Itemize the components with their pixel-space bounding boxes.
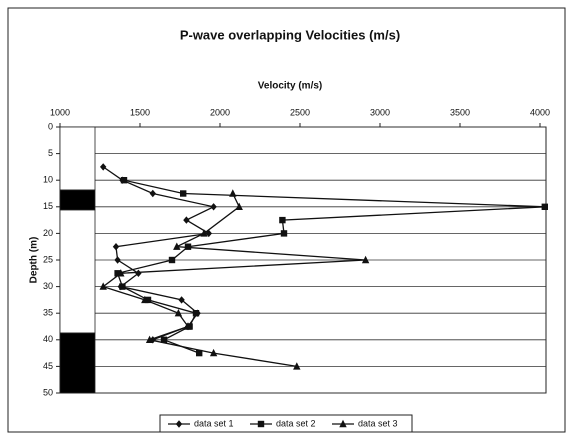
marker <box>184 243 192 250</box>
y-tick-label: 35 <box>43 308 53 318</box>
x-tick-label: 4000 <box>530 107 550 117</box>
marker <box>120 177 128 184</box>
y-tick-label: 5 <box>48 148 53 158</box>
marker <box>210 203 217 211</box>
x-tick-label: 3000 <box>370 107 390 117</box>
x-tick-label: 1500 <box>130 107 150 117</box>
x-tick-label: 2000 <box>210 107 230 117</box>
x-tick-label: 1000 <box>50 107 70 117</box>
legend-label: data set 3 <box>358 418 398 428</box>
marker <box>192 310 200 317</box>
marker <box>183 216 190 224</box>
marker <box>279 216 286 224</box>
lithology-layer <box>59 332 96 394</box>
marker <box>100 163 107 171</box>
lithology-layer <box>59 189 96 211</box>
marker <box>361 255 370 264</box>
marker <box>144 296 152 304</box>
marker <box>178 296 185 304</box>
marker <box>117 269 125 277</box>
marker <box>135 269 142 277</box>
y-tick-label: 0 <box>48 121 53 131</box>
y-tick-label: 25 <box>43 254 53 264</box>
marker <box>114 270 121 277</box>
marker <box>196 349 203 357</box>
marker <box>229 189 237 197</box>
marker <box>280 230 288 237</box>
y-tick-label: 40 <box>43 334 53 344</box>
marker <box>149 189 156 198</box>
y-tick-label: 10 <box>43 175 53 185</box>
y-tick-label: 20 <box>43 228 53 238</box>
marker <box>175 420 183 428</box>
marker <box>180 190 187 197</box>
marker <box>168 256 176 264</box>
marker <box>145 335 154 343</box>
legend-label: data set 1 <box>194 418 234 428</box>
y-tick-label: 50 <box>43 387 53 397</box>
y-tick-label: 45 <box>43 361 53 371</box>
marker <box>173 242 181 250</box>
x-axis-title: Velocity (m/s) <box>258 81 322 92</box>
marker <box>339 419 347 428</box>
y-tick-label: 30 <box>43 281 53 291</box>
marker <box>174 309 183 317</box>
marker <box>119 283 126 290</box>
marker <box>99 282 107 290</box>
marker <box>257 420 265 428</box>
marker <box>235 202 243 210</box>
lithology-layer <box>59 209 96 334</box>
marker <box>160 336 168 343</box>
chart-title: P-wave overlapping Velocities (m/s) <box>180 27 400 42</box>
marker <box>184 322 192 330</box>
marker <box>114 256 121 264</box>
marker <box>141 295 149 304</box>
legend-label: data set 2 <box>276 418 316 428</box>
marker <box>293 362 301 370</box>
marker <box>200 229 208 237</box>
x-tick-label: 2500 <box>290 107 310 117</box>
lithology-layer <box>59 126 96 191</box>
x-tick-label: 3500 <box>450 107 470 117</box>
legend-box <box>159 414 413 433</box>
marker <box>112 243 120 251</box>
marker <box>209 348 218 357</box>
y-axis-title: Depth (m) <box>29 237 40 284</box>
y-tick-label: 15 <box>43 201 53 211</box>
marker <box>541 203 548 210</box>
